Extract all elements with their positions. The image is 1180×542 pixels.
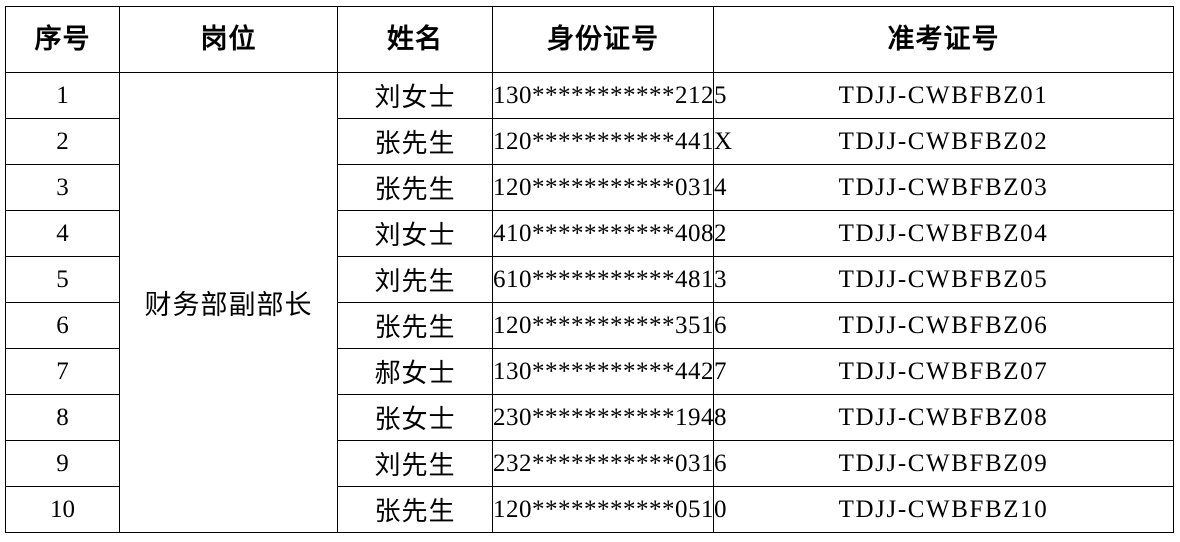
- cell-index: 9: [5, 440, 120, 487]
- cell-ticket: TDJJ-CWBFBZ06: [713, 302, 1174, 349]
- column-header-id: 身份证号: [492, 6, 714, 73]
- cell-name: 张先生: [337, 302, 493, 349]
- cell-ticket: TDJJ-CWBFBZ07: [713, 348, 1174, 395]
- cell-index: 1: [5, 72, 120, 119]
- cell-ticket: TDJJ-CWBFBZ09: [713, 440, 1174, 487]
- column-header-name: 姓名: [337, 6, 493, 73]
- cell-ticket: TDJJ-CWBFBZ05: [713, 256, 1174, 303]
- table-row: 1 财务部副部长 刘女士 130***********2125 TDJJ-CWB…: [5, 72, 1174, 533]
- table-row: 7 郝女士 130***********4427 TDJJ-CWBFBZ07: [5, 348, 1174, 395]
- cell-index: 8: [5, 394, 120, 441]
- candidate-roster-table: 序号 岗位 姓名 身份证号 准考证号 1 财务部副部长 刘女士 130*****…: [5, 6, 1174, 533]
- cell-index: 3: [5, 164, 120, 211]
- table-header: 序号 岗位 姓名 身份证号 准考证号: [5, 6, 1174, 73]
- column-header-index: 序号: [5, 6, 120, 73]
- cell-name: 刘女士: [337, 210, 493, 257]
- cell-id: 120***********0510: [492, 486, 727, 533]
- cell-id: 410***********4082: [492, 210, 727, 257]
- cell-index: 2: [5, 118, 120, 165]
- cell-ticket: TDJJ-CWBFBZ10: [713, 486, 1174, 533]
- cell-index: 7: [5, 348, 120, 395]
- cell-id: 130***********4427: [492, 348, 727, 395]
- cell-name: 刘女士: [337, 72, 493, 119]
- cell-name: 刘先生: [337, 440, 493, 487]
- cell-name: 张先生: [337, 486, 493, 533]
- cell-ticket: TDJJ-CWBFBZ01: [713, 72, 1174, 119]
- cell-id: 232***********0316: [492, 440, 727, 487]
- cell-ticket: TDJJ-CWBFBZ04: [713, 210, 1174, 257]
- table-header-row: 序号 岗位 姓名 身份证号 准考证号: [5, 6, 1174, 73]
- cell-ticket: TDJJ-CWBFBZ03: [713, 164, 1174, 211]
- cell-id: 130***********2125: [492, 72, 727, 119]
- cell-post-merged: 财务部副部长: [119, 72, 338, 533]
- cell-name: 张先生: [337, 164, 493, 211]
- column-header-post: 岗位: [119, 6, 338, 73]
- cell-id: 120***********3516: [492, 302, 727, 349]
- column-header-ticket: 准考证号: [713, 6, 1174, 73]
- cell-id: 120***********0314: [492, 164, 727, 211]
- cell-name: 刘先生: [337, 256, 493, 303]
- cell-id: 610***********4813: [492, 256, 727, 303]
- cell-name: 张先生: [337, 118, 493, 165]
- cell-ticket: TDJJ-CWBFBZ02: [713, 118, 1174, 165]
- cell-id: 120***********441X: [492, 118, 732, 165]
- table-body: 1 财务部副部长 刘女士 130***********2125 TDJJ-CWB…: [5, 72, 1174, 533]
- table-row: 5 刘先生 610***********4813 TDJJ-CWBFBZ05: [5, 256, 1174, 303]
- table-row: 9 刘先生 232***********0316 TDJJ-CWBFBZ09: [5, 440, 1174, 487]
- cell-id: 230***********1948: [492, 394, 727, 441]
- cell-index: 5: [5, 256, 120, 303]
- table-row: 3 张先生 120***********0314 TDJJ-CWBFBZ03: [5, 164, 1174, 211]
- table-row: 6 张先生 120***********3516 TDJJ-CWBFBZ06: [5, 302, 1174, 349]
- cell-name: 郝女士: [337, 348, 493, 395]
- cell-ticket: TDJJ-CWBFBZ08: [713, 394, 1174, 441]
- cell-index: 4: [5, 210, 120, 257]
- cell-name: 张女士: [337, 394, 493, 441]
- table-row: 2 张先生 120***********441X TDJJ-CWBFBZ02: [5, 118, 1174, 165]
- cell-index: 10: [5, 486, 120, 533]
- cell-index: 6: [5, 302, 120, 349]
- table-row: 8 张女士 230***********1948 TDJJ-CWBFBZ08: [5, 394, 1174, 441]
- table-row: 10 张先生 120***********0510 TDJJ-CWBFBZ10: [5, 486, 1174, 533]
